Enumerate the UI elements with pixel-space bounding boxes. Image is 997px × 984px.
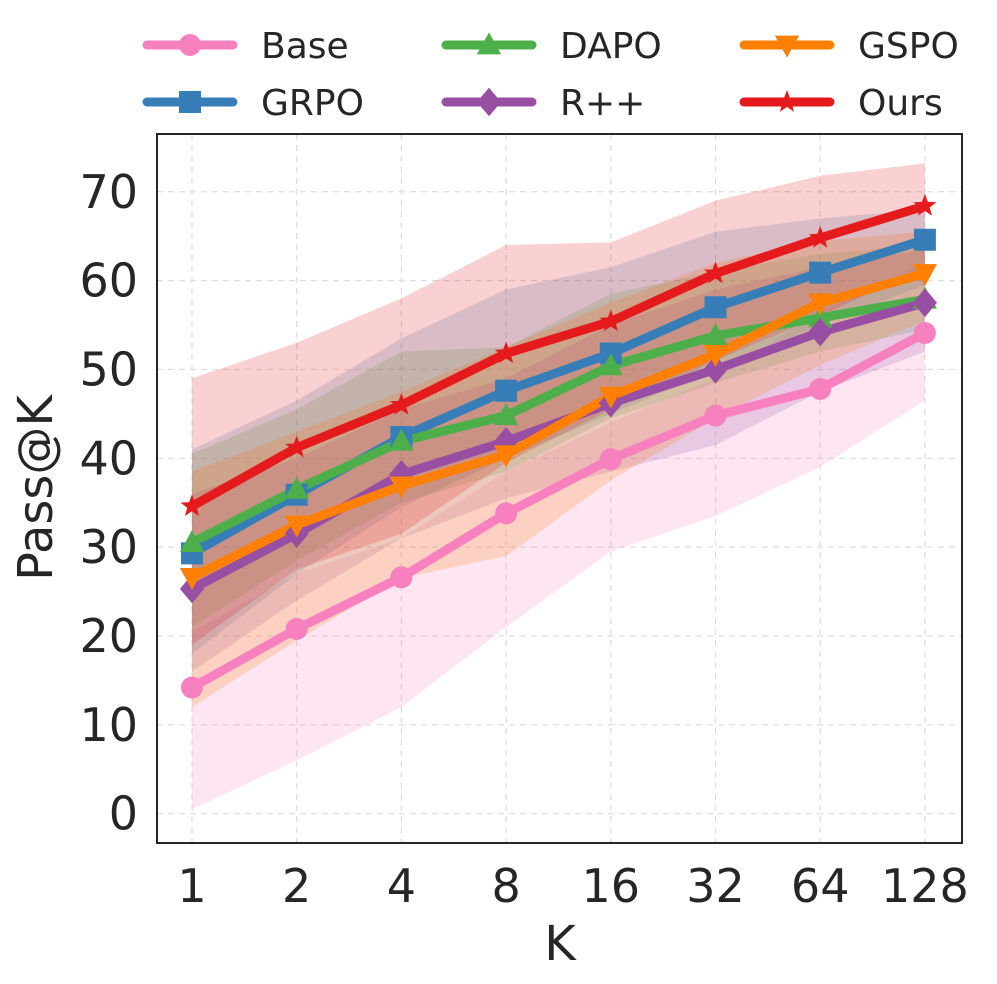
x-axis-label: K — [544, 916, 577, 972]
plot-area — [156, 133, 963, 844]
point-r-128 — [912, 288, 937, 318]
legend-item-r: R++ — [441, 83, 645, 124]
point-ours-64 — [808, 225, 832, 248]
point-dapo-64 — [808, 305, 833, 328]
point-r-8 — [494, 427, 519, 456]
y-tick-label-20: 20 — [79, 609, 138, 663]
line-ours — [187, 201, 930, 511]
point-ours-4 — [389, 392, 413, 415]
x-tick-label-2: 2 — [282, 859, 311, 913]
series-markers — [179, 193, 937, 699]
legend-marker-gspo — [774, 35, 800, 58]
legend-item-gspo: GSPO — [739, 26, 959, 67]
legend-item-dapo: DAPO — [441, 26, 662, 67]
x-tick-label-8: 8 — [491, 859, 520, 913]
point-ours-2 — [285, 435, 309, 458]
point-ours-128 — [913, 193, 937, 216]
x-tick-label-1: 1 — [177, 859, 206, 913]
x-tick-label-32: 32 — [686, 859, 745, 913]
y-tick-label-30: 30 — [79, 520, 138, 574]
point-gspo-64 — [808, 293, 833, 316]
legend-marker-dapo — [476, 32, 502, 55]
point-gspo-16 — [598, 386, 623, 409]
point-gspo-8 — [494, 445, 519, 468]
legend-label-gspo: GSPO — [858, 26, 959, 67]
point-base-4 — [390, 566, 413, 589]
point-grpo-32 — [704, 296, 727, 319]
point-grpo-64 — [809, 261, 832, 284]
y-tick-label-70: 70 — [79, 165, 138, 219]
point-gspo-4 — [389, 476, 414, 499]
point-dapo-1 — [179, 530, 205, 553]
legend-marker-ours — [775, 90, 799, 112]
point-ours-32 — [704, 261, 727, 284]
point-base-2 — [285, 617, 308, 640]
line-dapo — [187, 294, 930, 548]
legend-item-ours: Ours — [739, 83, 943, 124]
y-tick-label-40: 40 — [79, 431, 138, 485]
band-r — [192, 249, 925, 672]
legend-label-dapo: DAPO — [560, 26, 662, 67]
line-gspo — [187, 268, 930, 582]
plot-frame — [156, 133, 963, 844]
point-grpo-128 — [913, 228, 936, 251]
point-base-64 — [809, 377, 832, 400]
point-dapo-4 — [389, 428, 414, 451]
y-tick-label-50: 50 — [79, 342, 138, 396]
series-lines — [187, 201, 930, 693]
point-r-32 — [703, 355, 728, 384]
legend-marker-base — [179, 34, 201, 56]
x-tick-label-128: 128 — [881, 859, 969, 913]
legend-marker-r — [476, 87, 502, 117]
point-grpo-8 — [495, 379, 518, 402]
point-ours-1 — [180, 494, 204, 516]
legend-item-grpo: GRPO — [142, 83, 364, 124]
legend: Base GRPO DAPO R++ GSPO Ours — [142, 26, 959, 124]
x-tick-label-16: 16 — [582, 859, 641, 913]
point-gspo-2 — [284, 515, 309, 538]
band-ours — [192, 163, 925, 645]
band-base — [192, 262, 925, 810]
point-dapo-32 — [703, 323, 728, 346]
legend-label-grpo: GRPO — [261, 83, 364, 124]
point-base-128 — [913, 322, 936, 345]
y-tick-label-60: 60 — [79, 254, 138, 308]
x-tick-labels: 1 2 4 8 16 32 64 128 — [177, 859, 968, 913]
legend-item-base: Base — [142, 26, 349, 67]
point-gspo-128 — [912, 264, 937, 287]
point-dapo-2 — [284, 476, 309, 499]
point-ours-16 — [599, 309, 623, 332]
point-r-4 — [389, 459, 414, 489]
point-base-16 — [599, 448, 622, 471]
y-tick-label-0: 0 — [109, 787, 138, 841]
legend-label-r: R++ — [560, 83, 645, 124]
line-base — [187, 328, 930, 693]
x-tick-label-4: 4 — [387, 859, 416, 913]
x-tick-label-64: 64 — [791, 859, 850, 913]
point-dapo-16 — [598, 353, 623, 376]
point-ours-8 — [494, 341, 518, 364]
point-gspo-32 — [703, 344, 728, 367]
point-base-32 — [704, 404, 727, 427]
point-base-1 — [181, 676, 203, 699]
point-dapo-8 — [494, 402, 519, 425]
point-r-64 — [808, 317, 833, 347]
legend-marker-grpo — [179, 91, 201, 113]
band-grpo — [192, 209, 925, 654]
legend-label-ours: Ours — [858, 83, 943, 124]
legend-label-base: Base — [261, 26, 349, 67]
point-gspo-1 — [179, 567, 205, 590]
y-tick-labels: 0 10 20 30 40 50 60 70 — [79, 165, 138, 841]
point-base-8 — [495, 502, 518, 525]
y-tick-label-10: 10 — [79, 698, 138, 752]
y-axis-label: Pass@K — [8, 394, 64, 581]
